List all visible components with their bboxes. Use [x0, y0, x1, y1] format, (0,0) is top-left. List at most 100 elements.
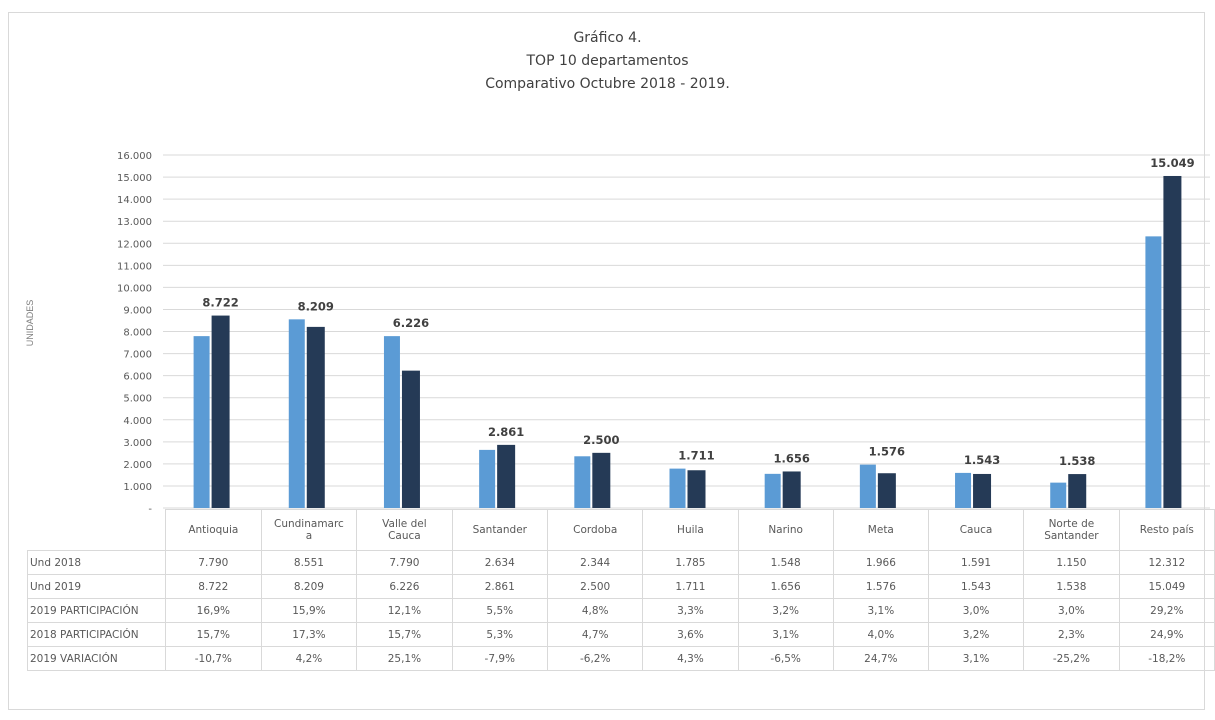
- bar-2019: [592, 452, 611, 508]
- table-row: 2019 PARTICIPACIÓN 16,9% 15,9% 12,1% 5,5% 4,8…: [26, 598, 1215, 623]
- category-label: Norte de: [1048, 518, 1095, 530]
- category-label: Cundinamarc: [274, 518, 344, 530]
- chart-title-line-1: Gráfico 4.: [573, 30, 642, 46]
- data-label: 15.049: [1150, 156, 1194, 170]
- table-category-header: Narino: [737, 509, 834, 551]
- table-category-header: Huila: [642, 509, 739, 551]
- table-category-header: Santander: [451, 509, 549, 551]
- bar-2018: [383, 336, 400, 508]
- table-cell: 15,7%: [165, 622, 262, 647]
- table-cell: 3,0%: [927, 598, 1025, 623]
- table-category-header: Antioquia: [165, 509, 262, 551]
- bar-2019: [211, 315, 230, 508]
- table-row: Und 2019 8.722 8.209 6.226 2.861 2.500 1.711 1.…: [26, 574, 1215, 599]
- table-category-header: Valle del Cauca: [356, 509, 453, 551]
- chart-title-line-2: TOP 10 departamentos: [526, 53, 689, 69]
- data-label: 2.500: [583, 433, 619, 447]
- y-tick-label: 5.000: [123, 394, 152, 405]
- table-cell: 8.551: [260, 550, 358, 575]
- chart-title-line-3: Comparativo Octubre 2018 - 2019.: [485, 76, 730, 92]
- y-tick-label: 9.000: [123, 305, 152, 316]
- bar-2018: [859, 464, 876, 508]
- table-cell: 25,1%: [356, 646, 453, 671]
- table-category-header: Cauca: [927, 509, 1025, 551]
- table-row-label: 2018 PARTICIPACIÓN: [26, 622, 167, 647]
- category-label: Valle del: [382, 518, 427, 530]
- table-cell: 1.785: [642, 550, 739, 575]
- category-label: Cauca: [959, 524, 993, 536]
- bar-2019: [877, 473, 896, 508]
- data-label: 1.538: [1059, 454, 1095, 468]
- data-label: 2.861: [488, 425, 524, 439]
- table-cell: 1.150: [1023, 550, 1120, 575]
- table-cell: 4,7%: [547, 622, 644, 647]
- data-label: 1.711: [678, 449, 714, 463]
- table-cell: 1.548: [737, 550, 834, 575]
- data-label: 8.722: [202, 296, 238, 310]
- table-row-label: 2019 VARIACIÓN: [26, 646, 167, 671]
- bar-2019: [973, 473, 992, 508]
- y-tick-label: 11.000: [117, 261, 152, 272]
- bar-2018: [288, 319, 305, 508]
- bar-2019: [782, 471, 801, 508]
- table-cell: 1.711: [642, 574, 739, 599]
- y-tick-label: 6.000: [123, 372, 152, 383]
- y-tick-label: 7.000: [123, 350, 152, 361]
- table-cell: 4,8%: [547, 598, 644, 623]
- table-cell: 1.538: [1023, 574, 1120, 599]
- table-cell: 1.656: [737, 574, 834, 599]
- y-tick-label: 15.000: [117, 173, 152, 184]
- bar-2018: [1145, 236, 1162, 508]
- table-category-header: Norte de Santander: [1023, 509, 1120, 551]
- table-cell: 1.543: [927, 574, 1025, 599]
- table-cell: -7,9%: [451, 646, 549, 671]
- chart-frame: [8, 12, 1205, 710]
- bar-2018: [479, 449, 496, 508]
- table-cell: 5,3%: [451, 622, 549, 647]
- table-row: Und 2018 7.790 8.551 7.790 2.634 2.344 1.785 1.…: [26, 550, 1215, 575]
- y-tick-label: 12.000: [117, 239, 152, 250]
- bar-chart: - 1.000 2.000 3.000 4.000 5.000 6.000 7.000 8.00…: [117, 151, 1210, 510]
- table-cell: 4,0%: [832, 622, 929, 647]
- category-label: Antioquia: [188, 524, 239, 536]
- y-tick-label: 8.000: [123, 328, 152, 339]
- y-tick-label: 2.000: [123, 460, 152, 471]
- table-cell: 4,2%: [260, 646, 358, 671]
- category-label: Santander: [472, 524, 527, 536]
- category-label: Narino: [768, 524, 803, 536]
- table-cell: 3,2%: [737, 598, 834, 623]
- category-label: Santander: [1044, 530, 1099, 542]
- y-tick-label: -: [148, 504, 152, 510]
- table-cell: 15,7%: [356, 622, 453, 647]
- data-label: 6.226: [393, 316, 429, 330]
- bar-2018: [955, 472, 972, 508]
- data-label: 1.656: [773, 451, 809, 465]
- table-cell: 2.634: [451, 550, 549, 575]
- data-label: 1.576: [869, 445, 905, 459]
- table-category-header: Cordoba: [547, 509, 644, 551]
- table-category-header: Meta: [832, 509, 929, 551]
- table-cell: 12,1%: [356, 598, 453, 623]
- y-tick-label: 13.000: [117, 217, 152, 228]
- table-cell: 15,9%: [260, 598, 358, 623]
- table-cell: 6.226: [356, 574, 453, 599]
- category-label: Huila: [677, 524, 704, 536]
- bar-2018: [1050, 482, 1067, 508]
- bar-2019: [1163, 175, 1182, 508]
- table-cell: -6,5%: [737, 646, 834, 671]
- table-cell: 3,2%: [927, 622, 1025, 647]
- table-cell: 8.722: [165, 574, 262, 599]
- bar-2019: [401, 370, 420, 508]
- bar-2019: [306, 326, 325, 508]
- table-cell: 1.591: [927, 550, 1025, 575]
- table-row-label: 2019 PARTICIPACIÓN: [26, 598, 167, 623]
- table-row: 2019 VARIACIÓN -10,7% 4,2% 25,1% -7,9% -6,2% 4…: [26, 646, 1215, 671]
- bar-2018: [764, 473, 781, 508]
- table-cell: -10,7%: [165, 646, 262, 671]
- table-cell: 5,5%: [451, 598, 549, 623]
- table-cell: 24,7%: [832, 646, 929, 671]
- y-tick-label: 16.000: [117, 151, 152, 162]
- table-cell: 3,6%: [642, 622, 739, 647]
- table-cell: 16,9%: [165, 598, 262, 623]
- category-label: a: [305, 530, 313, 542]
